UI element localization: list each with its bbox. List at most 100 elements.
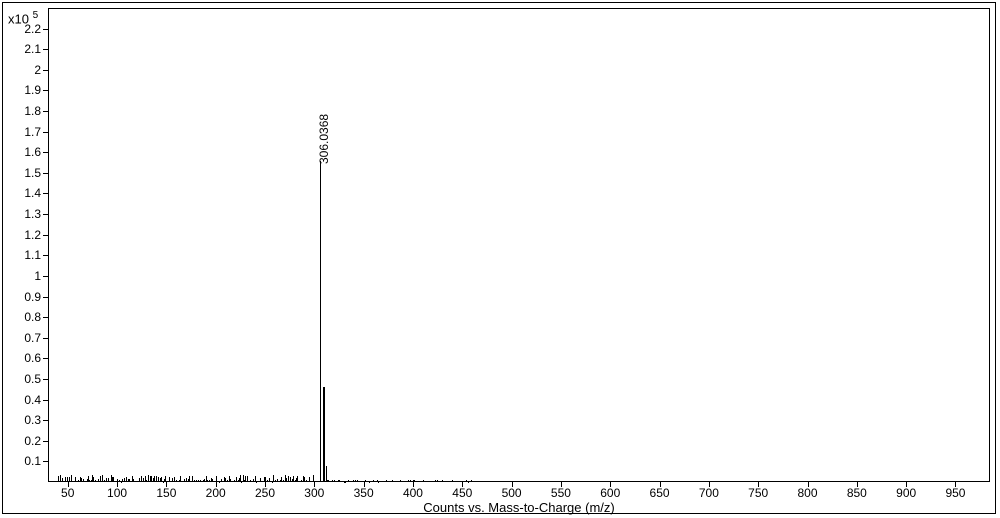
noise-peak	[386, 480, 387, 482]
x-tick-label: 750	[748, 486, 768, 500]
x-tick-label: 250	[255, 486, 275, 500]
y-tick	[43, 90, 48, 91]
noise-peak	[353, 480, 354, 482]
noise-peak	[245, 476, 246, 482]
noise-peak	[437, 480, 438, 482]
noise-peak	[83, 479, 84, 482]
noise-peak	[328, 480, 329, 482]
noise-peak	[301, 480, 302, 482]
y-tick-label: 0.9	[9, 290, 41, 304]
y-tick-label: 1.1	[9, 248, 41, 262]
noise-peak	[359, 481, 360, 482]
noise-peak	[324, 481, 325, 482]
noise-peak	[106, 478, 107, 482]
y-tick-label: 0.6	[9, 351, 41, 365]
y-tick	[43, 152, 48, 153]
x-tick-label: 400	[403, 486, 423, 500]
noise-peak	[75, 477, 76, 482]
x-tick-label: 500	[502, 486, 522, 500]
noise-peak	[334, 480, 335, 482]
noise-peak	[95, 480, 96, 482]
noise-peak	[435, 480, 436, 482]
noise-peak	[115, 481, 116, 482]
y-tick	[43, 420, 48, 421]
noise-peak	[192, 476, 193, 482]
noise-peak	[306, 480, 307, 482]
noise-peak	[98, 479, 99, 482]
y-tick	[43, 400, 48, 401]
noise-peak	[429, 481, 430, 482]
spectrum-peak	[323, 387, 325, 482]
noise-peak	[408, 480, 409, 482]
y-tick	[43, 173, 48, 174]
noise-peak	[180, 476, 181, 482]
noise-peak	[403, 481, 404, 482]
x-tick-label: 350	[354, 486, 374, 500]
y-tick-label: 1.7	[9, 125, 41, 139]
noise-peak	[102, 475, 103, 482]
noise-peak	[207, 480, 208, 482]
y-tick-label: 1.4	[9, 186, 41, 200]
noise-peak	[60, 475, 61, 482]
noise-peak	[338, 480, 339, 482]
y-tick-label: 1.9	[9, 83, 41, 97]
noise-peak	[273, 475, 274, 482]
y-tick-label: 1.2	[9, 228, 41, 242]
noise-peak	[93, 477, 94, 482]
x-tick-label: 800	[798, 486, 818, 500]
noise-peak	[418, 481, 419, 482]
noise-peak	[452, 480, 453, 482]
noise-peak	[165, 476, 166, 482]
noise-peak	[141, 476, 142, 482]
x-tick-label: 650	[650, 486, 670, 500]
noise-peak	[414, 480, 415, 482]
x-axis-label: Counts vs. Mass-to-Charge (m/z)	[48, 500, 990, 515]
y-tick-label: 0.3	[9, 413, 41, 427]
noise-peak	[186, 478, 187, 482]
peak-label: 306.0368	[317, 113, 331, 163]
noise-peak	[234, 480, 235, 482]
y-tick-label: 1.6	[9, 145, 41, 159]
noise-peak	[62, 478, 63, 482]
y-tick	[43, 317, 48, 318]
noise-peak	[471, 480, 472, 482]
y-tick	[43, 255, 48, 256]
noise-peak	[425, 481, 426, 482]
noise-peak	[340, 481, 341, 482]
y-tick	[43, 214, 48, 215]
y-tick	[43, 132, 48, 133]
y-tick-label: 2.2	[9, 22, 41, 36]
noise-peak	[405, 481, 406, 482]
noise-peak	[458, 481, 459, 482]
noise-peak	[133, 479, 134, 482]
x-tick-label: 450	[452, 486, 472, 500]
plot-area	[48, 8, 990, 482]
x-tick-label: 900	[896, 486, 916, 500]
noise-peak	[212, 479, 213, 482]
x-tick-label: 850	[847, 486, 867, 500]
noise-peak	[258, 481, 259, 482]
y-tick-label: 0.5	[9, 372, 41, 386]
noise-peak	[410, 480, 411, 482]
noise-peak	[384, 481, 385, 482]
noise-peak	[172, 480, 173, 482]
noise-peak	[129, 479, 130, 482]
noise-peak	[421, 481, 422, 482]
noise-peak	[392, 480, 393, 482]
y-tick	[43, 70, 48, 71]
noise-peak	[277, 479, 278, 482]
noise-peak	[462, 481, 463, 482]
x-tick-label: 550	[551, 486, 571, 500]
noise-peak	[174, 477, 175, 482]
noise-peak	[85, 481, 86, 482]
noise-peak	[313, 475, 314, 482]
noise-peak	[108, 478, 109, 482]
y-tick	[43, 338, 48, 339]
noise-peak	[58, 476, 59, 482]
noise-peak	[136, 481, 137, 482]
noise-peak	[388, 481, 389, 482]
y-tick	[43, 193, 48, 194]
noise-peak	[365, 480, 366, 482]
noise-peak	[227, 480, 228, 482]
y-tick-label: 1.8	[9, 104, 41, 118]
